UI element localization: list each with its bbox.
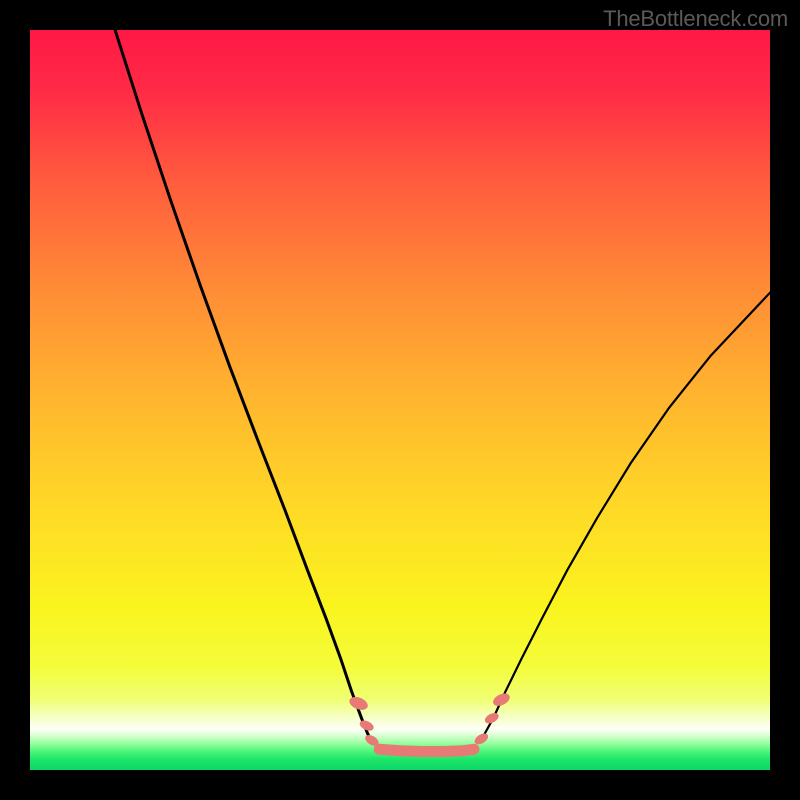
watermark-text: TheBottleneck.com <box>603 6 788 32</box>
plot-area <box>30 30 770 770</box>
gradient-background <box>30 30 770 770</box>
figure-canvas: TheBottleneck.com <box>0 0 800 800</box>
